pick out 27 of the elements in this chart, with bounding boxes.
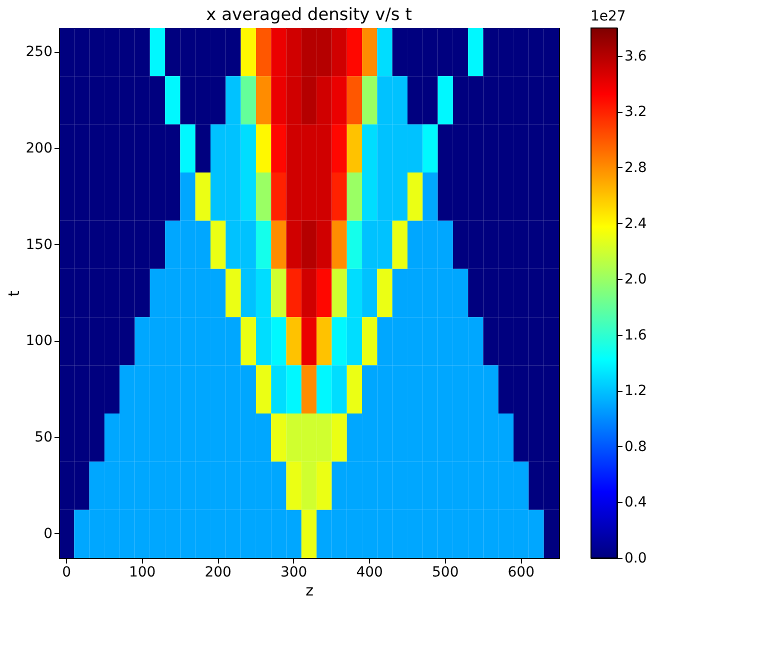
color-bar-label: 1.6 <box>624 327 647 344</box>
x-tick-label: 500 <box>432 564 459 580</box>
color-bar-label: 3.6 <box>624 48 647 64</box>
y-tick-label: 0 <box>44 526 52 542</box>
y-axis-title: t <box>4 290 23 296</box>
color-bar-label: 2.4 <box>624 216 647 232</box>
color-bar-label: 3.2 <box>624 104 647 120</box>
color-bar-label: 1.2 <box>624 383 647 400</box>
color-bar-label: 2.0 <box>624 272 647 288</box>
x-tick-label: 100 <box>128 564 156 580</box>
x-tick-label: 200 <box>204 564 232 580</box>
color-bar-label: 0.0 <box>624 550 647 566</box>
x-tick-label: 300 <box>280 564 308 580</box>
y-tick-label: 100 <box>26 333 52 350</box>
color-bar-label: 0.4 <box>624 494 647 511</box>
y-tick-label: 150 <box>26 236 52 253</box>
y-tick-label: 250 <box>26 44 52 60</box>
x-tick-label: 400 <box>356 564 383 580</box>
color-bar-label: 2.8 <box>624 160 647 176</box>
chart-title: x averaged density v/s t <box>206 5 412 25</box>
x-tick-label: 0 <box>62 564 72 580</box>
y-tick-label: 200 <box>26 140 52 156</box>
color-bar-label: 0.8 <box>624 438 647 455</box>
x-tick-label: 600 <box>508 564 534 580</box>
y-tick-label: 50 <box>34 430 52 446</box>
x-axis-title: z <box>306 582 314 600</box>
color-bar-title: 1e27 <box>590 8 626 24</box>
